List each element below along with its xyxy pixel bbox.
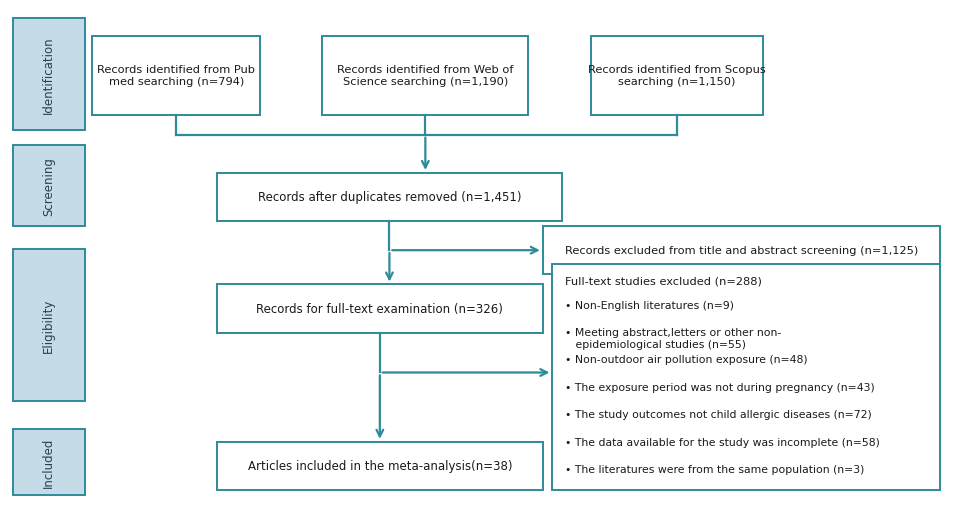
- Text: • The exposure period was not during pregnancy (n=43): • The exposure period was not during pre…: [565, 382, 874, 392]
- Text: • The study outcomes not child allergic diseases (n=72): • The study outcomes not child allergic …: [565, 409, 871, 419]
- Text: Screening: Screening: [43, 157, 55, 215]
- FancyBboxPatch shape: [13, 19, 85, 130]
- Text: Records excluded from title and abstract screening (n=1,125): Records excluded from title and abstract…: [565, 246, 918, 256]
- FancyBboxPatch shape: [13, 429, 85, 495]
- Text: Records identified from Pub
med searching (n=794): Records identified from Pub med searchin…: [98, 65, 255, 87]
- Text: Full-text studies excluded (n=288): Full-text studies excluded (n=288): [565, 276, 762, 286]
- Text: • Non-outdoor air pollution exposure (n=48): • Non-outdoor air pollution exposure (n=…: [565, 355, 807, 365]
- Text: Records after duplicates removed (n=1,451): Records after duplicates removed (n=1,45…: [257, 191, 521, 204]
- Text: Identification: Identification: [43, 36, 55, 114]
- Text: • The data available for the study was incomplete (n=58): • The data available for the study was i…: [565, 437, 880, 447]
- Text: Articles included in the meta-analysis(n=38): Articles included in the meta-analysis(n…: [248, 459, 513, 472]
- Text: Records identified from Scopus
searching (n=1,150): Records identified from Scopus searching…: [588, 65, 766, 87]
- Text: • Meeting abstract,letters or other non-
   epidemiological studies (n=55): • Meeting abstract,letters or other non-…: [565, 327, 781, 349]
- FancyBboxPatch shape: [217, 285, 542, 333]
- FancyBboxPatch shape: [93, 37, 260, 115]
- FancyBboxPatch shape: [591, 37, 763, 115]
- Text: • Non-English literatures (n=9): • Non-English literatures (n=9): [565, 300, 734, 310]
- FancyBboxPatch shape: [13, 249, 85, 401]
- FancyBboxPatch shape: [217, 442, 542, 490]
- Text: Eligibility: Eligibility: [43, 298, 55, 353]
- FancyBboxPatch shape: [552, 265, 940, 490]
- Text: • The literatures were from the same population (n=3): • The literatures were from the same pop…: [565, 464, 864, 474]
- Text: Included: Included: [43, 437, 55, 487]
- Text: Records identified from Web of
Science searching (n=1,190): Records identified from Web of Science s…: [337, 65, 513, 87]
- FancyBboxPatch shape: [13, 146, 85, 227]
- Text: Records for full-text examination (n=326): Records for full-text examination (n=326…: [256, 302, 503, 316]
- FancyBboxPatch shape: [542, 227, 940, 275]
- FancyBboxPatch shape: [322, 37, 528, 115]
- FancyBboxPatch shape: [217, 174, 562, 221]
